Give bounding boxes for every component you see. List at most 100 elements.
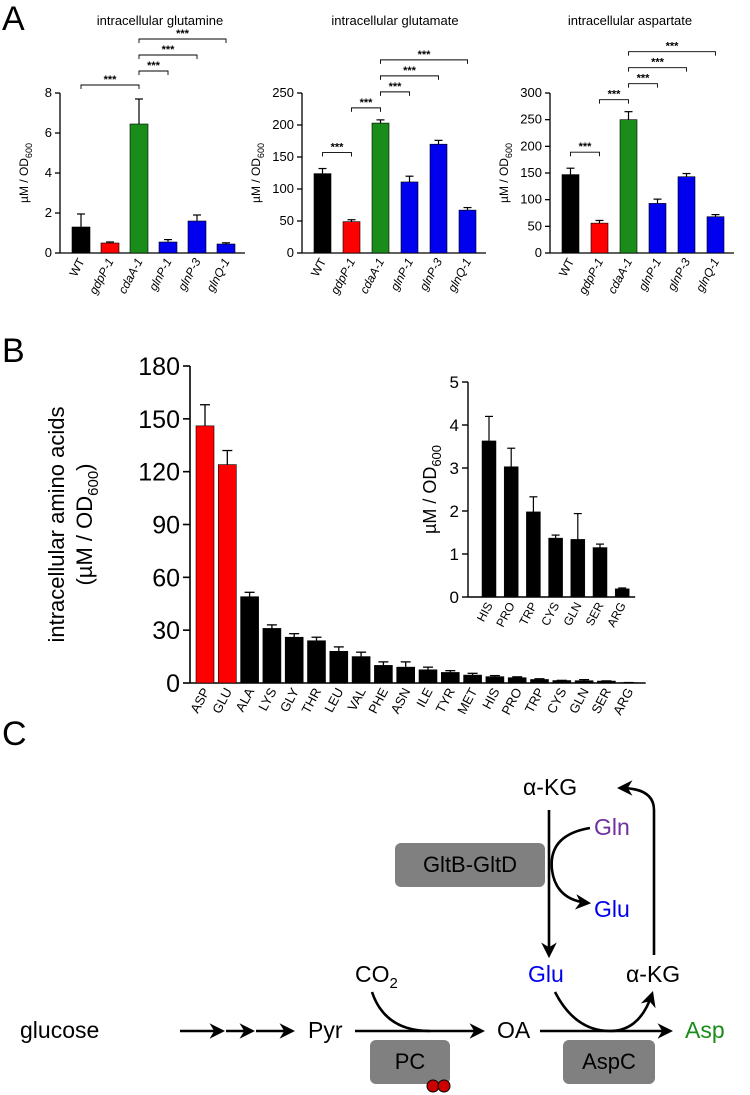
bar-LYS [262, 628, 282, 684]
chart-title: intracellular glutamate [331, 13, 458, 28]
y-tick-label: 0 [287, 245, 294, 260]
x-tick-label: PRO [493, 600, 518, 630]
x-tick-label: ALA [232, 685, 257, 714]
significance-label: *** [104, 74, 118, 86]
bar-glnP-3 [429, 143, 448, 254]
x-tick-label: MET [454, 685, 480, 716]
y-tick-label: 2 [450, 502, 459, 521]
significance-label: *** [637, 73, 651, 85]
enzyme-label-aspc: AspC [582, 1049, 636, 1074]
bar-cdaA-1 [129, 123, 149, 254]
y-tick-label: 50 [528, 218, 542, 233]
panel-letter-a: A [2, 0, 25, 38]
y-axis-label-main: µM / OD [249, 158, 263, 203]
pathway-arrows [180, 780, 674, 1039]
pc-dot-1 [426, 1079, 440, 1093]
x-tick-label: glnP-1 [636, 256, 665, 293]
panel-letter-b: B [2, 332, 25, 370]
y-axis-label-sub: 600 [429, 445, 444, 467]
y-axis-label-line2-close: ) [72, 463, 97, 470]
enzyme-label-pc: PC [395, 1049, 426, 1074]
x-tick-label: ARG [604, 600, 629, 630]
node-glucose: glucose [20, 1017, 99, 1043]
bar-ALA [240, 596, 259, 684]
x-tick-label: gdpP-1 [86, 256, 117, 297]
y-axis-label-main: µM / OD [420, 467, 440, 534]
x-tick-label: CYS [538, 600, 562, 628]
bar-PRO [507, 677, 527, 684]
significance-bracket [380, 59, 468, 64]
arrow-co2-in [370, 991, 431, 1033]
node-co2: CO2 [355, 961, 398, 992]
x-tick-label: ILE [413, 685, 436, 710]
bar-gdpP-1 [342, 221, 361, 254]
y-tick-label: 4 [450, 416, 459, 435]
significance-label: *** [331, 142, 345, 154]
significance-bracket [380, 75, 439, 80]
x-tick-label: SER [583, 600, 607, 629]
x-tick-label: WT [67, 255, 88, 279]
x-tick-label: PRO [498, 685, 524, 717]
y-axis-label-sub: 600 [24, 143, 34, 158]
x-tick-label: GLU [209, 685, 235, 716]
y-tick-label: 8 [45, 85, 52, 100]
enzyme-box-gltb [395, 843, 545, 887]
node-co2-sub: 2 [390, 975, 398, 992]
y-tick-label: 200 [520, 138, 542, 153]
bar-TRP [526, 511, 541, 598]
y-tick-label: 0 [535, 245, 542, 260]
y-tick-label: 150 [272, 149, 294, 164]
significance-label: *** [403, 65, 417, 77]
bar-glnQ-1 [706, 216, 725, 254]
chart-glutamine: intracellular glutamine 0 2 4 6 8 µM / OD600 WT… [17, 13, 245, 297]
x-tick-label: GLY [277, 685, 302, 714]
x-tick-label: TRP [516, 600, 540, 628]
y-tick-label: 200 [272, 117, 294, 132]
bar-PHE [374, 665, 393, 684]
y-axis-label-main: µM / OD [17, 158, 31, 203]
x-tick-label: glnQ-1 [445, 256, 474, 294]
bar-TRP [530, 679, 549, 684]
x-tick-label: ARG [610, 685, 636, 717]
y-tick-label: 50 [280, 213, 294, 228]
x-tick-label: TRP [522, 685, 547, 715]
y-axis-label-line2: (µM / OD600) [72, 463, 102, 585]
bar-CYS [548, 537, 563, 598]
significance-bracket [322, 152, 352, 157]
y-tick-label: 5 [450, 373, 459, 392]
y-axis-label-line1: intracellular amino acids [44, 407, 69, 643]
y-tick-label: 3 [450, 459, 459, 478]
x-tick-label: glnP-1 [388, 256, 417, 293]
y-tick-label: 0 [45, 245, 52, 260]
bar-glnQ-1 [458, 209, 477, 254]
x-tick-label: glnQ-1 [203, 256, 232, 294]
y-tick-label: 60 [152, 564, 180, 592]
chart-aspartate: intracellular aspartate 0 50 100 150 200 250 30… [497, 13, 734, 297]
node-co2-main: CO [355, 961, 390, 987]
y-axis-label-line2-sub: 600 [85, 471, 102, 496]
bar-WT [313, 173, 332, 254]
x-tick-label: WT [308, 255, 329, 279]
x-tick-label: LEU [321, 685, 346, 714]
arrow-glu-to-akg [553, 991, 656, 1033]
significance-bracket [351, 107, 381, 112]
x-tick-label: gdpP-1 [328, 256, 359, 297]
x-tick-label: THR [298, 685, 324, 716]
y-tick-label: 250 [520, 112, 542, 127]
node-asp: Asp [685, 1017, 725, 1043]
node-pyr: Pyr [308, 1017, 343, 1043]
bar-SER [592, 547, 608, 598]
y-tick-label: 30 [152, 617, 180, 645]
x-tick-label: cdaA-1 [357, 256, 387, 296]
significance-bracket [628, 83, 658, 88]
node-gln: Gln [594, 814, 630, 840]
bar-ASP [195, 425, 215, 684]
significance-bracket [628, 67, 687, 72]
bar-GLY [284, 636, 304, 684]
x-tick-label: gdpP-1 [576, 256, 607, 297]
x-tick-label: glnP-3 [665, 256, 694, 293]
y-tick-label: 0 [166, 670, 180, 698]
y-axis-label: µM / OD600 [17, 143, 34, 203]
x-tick-label: glnP-1 [146, 256, 175, 293]
